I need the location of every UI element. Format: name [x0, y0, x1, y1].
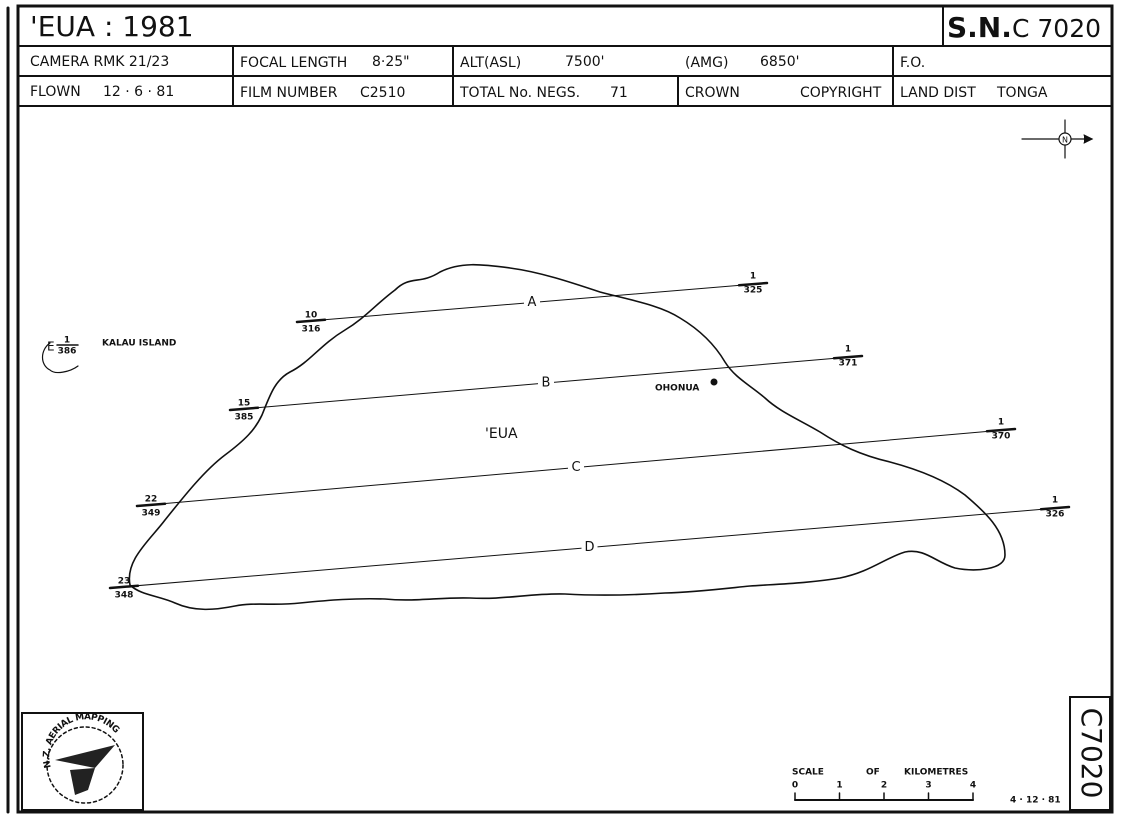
scale-tick-label: 3 — [925, 781, 931, 791]
info-value: C2510 — [360, 85, 405, 101]
run-start-frame: 1 — [998, 418, 1004, 428]
info-label: FLOWN — [30, 84, 81, 100]
run-end-frame: 370 — [992, 432, 1011, 442]
town-dot — [710, 378, 718, 386]
run-start-frame: 1 — [1052, 496, 1058, 506]
info-label: FOCAL LENGTH — [240, 55, 347, 71]
scale-tick-label: 2 — [881, 781, 887, 791]
logo-ring — [46, 726, 124, 804]
sheet-prefix: S.N. — [947, 11, 1012, 44]
run-letter-bg — [538, 375, 554, 391]
info-label: FILM NUMBER — [240, 85, 338, 101]
scale-word: SCALE — [792, 768, 824, 778]
run-letter-bg — [581, 539, 598, 556]
run-end-frame: 325 — [744, 286, 763, 296]
fraction-bar — [135, 502, 167, 508]
info-label: LAND DIST — [900, 85, 976, 101]
run-letter: A — [528, 295, 537, 310]
town-label: OHONUA — [655, 384, 699, 394]
fraction-bar — [108, 584, 140, 590]
run-end-frame: 348 — [115, 591, 134, 601]
fraction-bar — [832, 354, 864, 360]
run-end-frame: 371 — [839, 359, 858, 369]
side-box — [1069, 696, 1111, 811]
sheet-number: C 7020 — [1012, 14, 1101, 43]
island-label: 'EUA — [485, 426, 518, 442]
kalau-name: KALAU ISLAND — [102, 339, 176, 349]
logo-box — [21, 712, 144, 811]
logo-emblem — [55, 745, 115, 795]
fraction-bar — [737, 281, 769, 287]
north-arrow: N — [1021, 119, 1094, 159]
run-end-frame: 349 — [142, 509, 161, 519]
info-value: COPYRIGHT — [800, 85, 882, 101]
title: 'EUA : 1981 — [30, 10, 194, 43]
info-value: 8·25" — [372, 54, 410, 70]
svg-text:N: N — [1062, 136, 1068, 145]
run-end-frame: 385 — [235, 413, 254, 423]
run-start-frame: 10 — [305, 311, 318, 321]
column-rules — [232, 45, 894, 107]
run-start-frame: 1 — [750, 272, 756, 282]
scale-tick-label: 1 — [836, 781, 842, 791]
kalau-run: E — [47, 340, 55, 354]
scale-word: OF — [866, 768, 880, 778]
island-coastline — [128, 263, 1006, 611]
fraction-bar — [228, 406, 260, 412]
fraction-bar — [1039, 505, 1071, 511]
info-label: CAMERA RMK 21/23 — [30, 54, 169, 70]
run-start-frame: 23 — [118, 577, 131, 587]
kalau-top: 1 — [64, 336, 70, 346]
date: 4 · 12 · 81 — [1010, 796, 1061, 806]
info-label: TOTAL No. NEGS. — [459, 85, 580, 101]
run-letter: D — [584, 540, 594, 555]
run-letter-bg — [524, 294, 540, 311]
fraction-bar — [295, 318, 327, 324]
info-label: ALT(ASL) — [460, 55, 521, 71]
run-letter: B — [542, 376, 551, 391]
run-start-frame: 22 — [145, 495, 158, 505]
scale-tick-label: 4 — [970, 781, 976, 791]
side-label: C7020 — [1075, 708, 1108, 799]
scale-tick-label: 0 — [792, 781, 798, 791]
info-value: TONGA — [996, 85, 1048, 101]
info-label: CROWN — [685, 85, 740, 101]
info-label: (AMG) — [685, 55, 728, 71]
run-end-frame: 316 — [302, 325, 321, 335]
info-value: 12 · 6 · 81 — [103, 84, 174, 100]
run-start-frame: 1 — [845, 345, 851, 355]
info-label: F.O. — [900, 55, 925, 71]
run-letter: C — [571, 460, 580, 475]
scale-bar: 0 1 2 3 4 — [792, 781, 976, 801]
scale-word: KILOMETRES — [904, 768, 968, 778]
flight-lines: A 10 316 1 325 B 15 385 1 371 C 22 349 1 370 D 23 348 1 326 — [108, 272, 1071, 601]
fraction-bar — [985, 427, 1017, 433]
kalau-bottom: 386 — [58, 347, 77, 357]
info-value: 7500' — [565, 54, 604, 70]
run-start-frame: 15 — [238, 399, 251, 409]
border — [16, 4, 1114, 814]
run-end-frame: 326 — [1046, 510, 1065, 520]
run-letter-bg — [568, 459, 584, 476]
kalau-outline — [41, 342, 79, 374]
info-value: 71 — [610, 85, 628, 101]
info-value: 6850' — [760, 54, 799, 70]
